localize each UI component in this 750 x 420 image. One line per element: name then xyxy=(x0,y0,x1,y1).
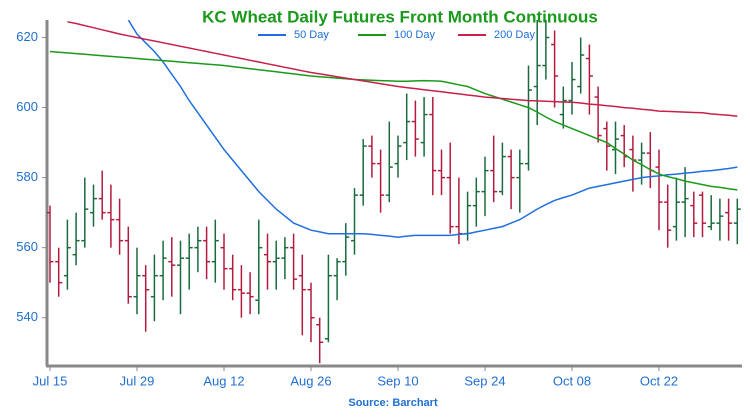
y-tick-label: 620 xyxy=(16,29,38,44)
x-tick-label: Sep 10 xyxy=(377,373,418,388)
y-tick-label: 560 xyxy=(16,239,38,254)
x-tick-label: Aug 12 xyxy=(203,373,244,388)
x-tick-label: Aug 26 xyxy=(290,373,331,388)
x-tick-label: Jul 15 xyxy=(33,373,68,388)
x-tick-label: Oct 08 xyxy=(553,373,591,388)
legend-label: 100 Day xyxy=(394,29,435,41)
ma-line xyxy=(67,21,738,118)
plot-area xyxy=(47,20,741,364)
ma-line xyxy=(127,20,738,238)
x-tick-label: Sep 24 xyxy=(464,373,505,388)
y-tick-label: 540 xyxy=(16,309,38,324)
x-tick-label: Jul 29 xyxy=(120,373,155,388)
x-tick-label: Oct 22 xyxy=(640,373,678,388)
y-tick-label: 600 xyxy=(16,99,38,114)
source: Source: Barchart xyxy=(348,397,438,409)
y-tick-label: 580 xyxy=(16,169,38,184)
ma-line xyxy=(49,50,738,191)
legend-label: 50 Day xyxy=(294,29,329,41)
legend-label: 200 Day xyxy=(494,29,535,41)
chart-title: KC Wheat Daily Futures Front Month Conti… xyxy=(202,7,598,26)
